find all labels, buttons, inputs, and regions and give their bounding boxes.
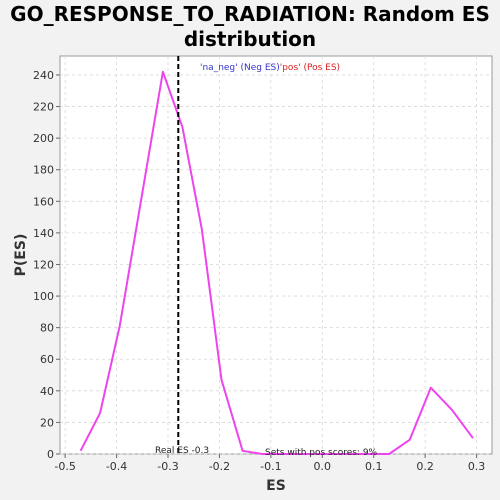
grid-lines [60, 56, 492, 455]
series-layer [79, 70, 474, 455]
x-tick-label: -0.5 [54, 460, 75, 473]
y-tick-label: 180 [33, 164, 54, 177]
legend-neg-label: 'na_neg' (Neg ES) [200, 63, 280, 73]
x-tick-label: 0.1 [365, 460, 383, 473]
axis-ticks: 0 20 40 60 80 100 120 140 160 180 200 220 240 -0.5 -0.… [33, 69, 485, 473]
chart-title-line-2: distribution [184, 27, 316, 51]
x-tick-label: -0.2 [209, 460, 230, 473]
x-tick-label: -0.1 [260, 460, 281, 473]
x-tick-label: 0.0 [314, 460, 332, 473]
y-tick-label: 160 [33, 195, 54, 208]
svg-text:'na_neg' (Neg ES)'pos' (Pos ES: 'na_neg' (Neg ES)'pos' (Pos ES) [200, 63, 340, 73]
chart-title-line-1: GO_RESPONSE_TO_RADIATION: Random ES [10, 2, 490, 26]
x-tick-label: 0.3 [468, 460, 486, 473]
y-tick-label: 20 [40, 416, 54, 429]
y-tick-label: 100 [33, 290, 54, 303]
x-tick-label: 0.2 [416, 460, 434, 473]
y-tick-label: 240 [33, 69, 54, 82]
x-tick-label: -0.4 [106, 460, 127, 473]
y-tick-label: 80 [40, 322, 54, 335]
legend-pos-label: 'pos' (Pos ES) [280, 63, 340, 73]
real-es-label: Real ES -0.3 [155, 446, 209, 456]
y-tick-label: 0 [47, 448, 54, 461]
pos-scores-annotation: Sets with pos scores: 9% [265, 448, 378, 458]
y-axis-label: P(ES) [13, 234, 29, 277]
y-tick-label: 200 [33, 132, 54, 145]
y-tick-label: 60 [40, 353, 54, 366]
x-axis-label: ES [266, 478, 286, 494]
y-tick-label: 40 [40, 385, 54, 398]
es-distribution-line [79, 70, 474, 455]
y-tick-label: 220 [33, 101, 54, 114]
y-tick-label: 120 [33, 258, 54, 271]
x-tick-label: -0.3 [157, 460, 178, 473]
y-tick-label: 140 [33, 227, 54, 240]
